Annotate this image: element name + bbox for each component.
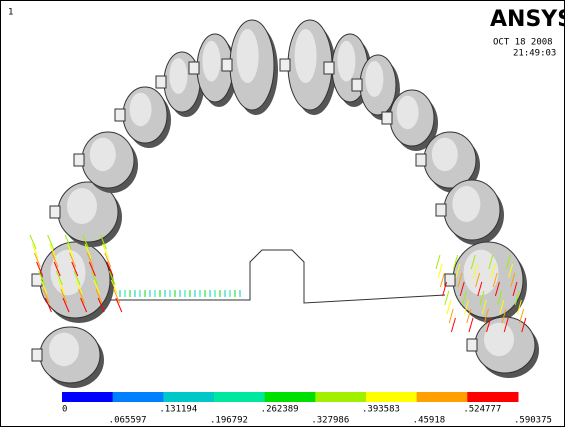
tooth-highlight (237, 29, 259, 83)
tooth-highlight (169, 58, 187, 94)
bracket (32, 349, 42, 361)
tooth-highlight (67, 188, 97, 224)
logo: ANSYS (490, 7, 565, 32)
legend-swatch (214, 392, 265, 402)
tooth-highlight (365, 61, 383, 97)
legend-label: 0 (62, 405, 67, 415)
legend-label: .065597 (109, 416, 147, 426)
bracket (445, 274, 455, 286)
time: 21:49:03 (513, 49, 556, 59)
bracket (115, 109, 125, 121)
tooth-highlight (484, 323, 514, 357)
date: OCT 18 2008 (493, 38, 553, 48)
legend-swatch (265, 392, 316, 402)
bracket (416, 154, 426, 166)
bracket (324, 62, 334, 74)
ansys-viewport: 1 ANSYS OCT 18 2008 21:49:03 0 .065597 .13… (0, 0, 565, 427)
bracket (382, 112, 392, 124)
tooth-highlight (337, 41, 355, 82)
tooth-highlight (90, 138, 116, 172)
tooth-highlight (397, 96, 419, 130)
legend-label: .262389 (261, 405, 299, 415)
window-number: 1 (8, 8, 13, 18)
legend-swatch (163, 392, 214, 402)
legend-label: .524777 (463, 405, 501, 415)
legend-swatch (366, 392, 417, 402)
bracket (280, 59, 290, 71)
tooth-highlight (432, 138, 458, 172)
legend-swatch (113, 392, 164, 402)
tooth-highlight (452, 186, 480, 222)
tooth-highlight (202, 41, 220, 82)
bracket (467, 339, 477, 351)
legend-label: .196792 (210, 416, 248, 426)
bracket (352, 79, 362, 91)
tooth-highlight (295, 29, 317, 83)
legend-swatch (417, 392, 468, 402)
bracket (222, 59, 232, 71)
tooth-highlight (464, 250, 499, 296)
bracket (74, 154, 84, 166)
legend-label: .131194 (159, 405, 197, 415)
tooth-highlight (130, 93, 152, 127)
legend-swatch (315, 392, 366, 402)
tooth-highlight (49, 333, 79, 367)
legend-swatch (62, 392, 113, 402)
bracket (50, 206, 60, 218)
bracket (436, 204, 446, 216)
bracket (156, 76, 166, 88)
bracket (189, 62, 199, 74)
legend-label: .590375 (514, 416, 552, 426)
legend-label: .327986 (311, 416, 349, 426)
legend-swatch (467, 392, 518, 402)
legend-label: .45918 (413, 416, 446, 426)
legend-label: .393583 (362, 405, 400, 415)
